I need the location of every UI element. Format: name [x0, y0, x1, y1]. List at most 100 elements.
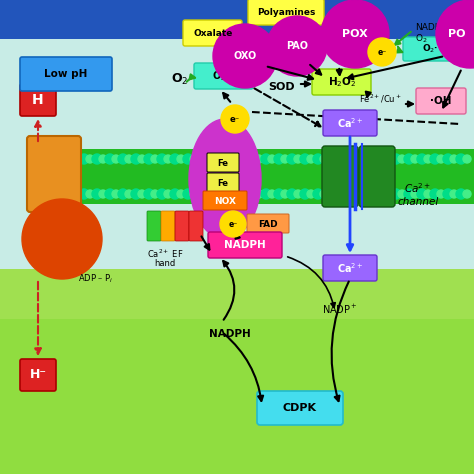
Circle shape — [326, 189, 336, 199]
Circle shape — [170, 189, 180, 199]
Bar — [0, 314, 474, 474]
Circle shape — [86, 190, 94, 198]
Circle shape — [391, 154, 401, 164]
FancyBboxPatch shape — [20, 57, 112, 91]
Text: NADPH: NADPH — [209, 329, 251, 339]
FancyBboxPatch shape — [20, 359, 56, 391]
Circle shape — [437, 155, 445, 163]
Circle shape — [261, 189, 271, 199]
Circle shape — [398, 190, 406, 198]
Circle shape — [79, 154, 89, 164]
Circle shape — [368, 38, 396, 66]
Text: Fe: Fe — [218, 158, 228, 167]
Circle shape — [125, 155, 133, 163]
Circle shape — [177, 155, 185, 163]
FancyBboxPatch shape — [207, 153, 239, 172]
Circle shape — [359, 155, 367, 163]
Text: e⁻: e⁻ — [230, 115, 240, 124]
Text: hand: hand — [155, 259, 176, 268]
Text: O$_2$·⁻: O$_2$·⁻ — [212, 69, 236, 83]
Circle shape — [411, 190, 419, 198]
Circle shape — [287, 189, 297, 199]
Circle shape — [138, 190, 146, 198]
Circle shape — [424, 190, 432, 198]
Circle shape — [164, 155, 172, 163]
FancyBboxPatch shape — [247, 214, 289, 233]
Circle shape — [112, 155, 120, 163]
Circle shape — [40, 154, 50, 164]
Text: NADH: NADH — [415, 22, 441, 31]
Ellipse shape — [189, 119, 261, 239]
FancyBboxPatch shape — [359, 146, 395, 207]
Circle shape — [53, 154, 63, 164]
Circle shape — [339, 154, 349, 164]
Circle shape — [209, 154, 219, 164]
Circle shape — [66, 154, 76, 164]
Text: O$_2$: O$_2$ — [415, 33, 428, 45]
Circle shape — [221, 105, 249, 133]
Circle shape — [320, 155, 328, 163]
Circle shape — [229, 190, 237, 198]
Circle shape — [430, 154, 440, 164]
Circle shape — [281, 155, 289, 163]
Circle shape — [294, 190, 302, 198]
Circle shape — [222, 189, 232, 199]
Circle shape — [443, 154, 453, 164]
Circle shape — [151, 190, 159, 198]
Circle shape — [268, 155, 276, 163]
Circle shape — [34, 190, 42, 198]
Circle shape — [47, 190, 55, 198]
Text: Low pH: Low pH — [44, 69, 88, 79]
Circle shape — [417, 154, 427, 164]
Circle shape — [229, 155, 237, 163]
Circle shape — [391, 189, 401, 199]
Circle shape — [300, 189, 310, 199]
Circle shape — [196, 154, 206, 164]
Circle shape — [216, 190, 224, 198]
Circle shape — [378, 189, 388, 199]
Circle shape — [183, 154, 193, 164]
FancyBboxPatch shape — [175, 211, 189, 241]
Circle shape — [255, 155, 263, 163]
Circle shape — [47, 155, 55, 163]
Circle shape — [92, 154, 102, 164]
Circle shape — [320, 190, 328, 198]
Circle shape — [73, 155, 81, 163]
Circle shape — [27, 189, 37, 199]
Circle shape — [105, 154, 115, 164]
Circle shape — [463, 155, 471, 163]
Circle shape — [307, 190, 315, 198]
FancyBboxPatch shape — [161, 211, 175, 241]
Circle shape — [177, 190, 185, 198]
Text: OXO: OXO — [233, 51, 256, 61]
Circle shape — [372, 190, 380, 198]
Text: Oxalate: Oxalate — [193, 28, 233, 37]
FancyBboxPatch shape — [403, 37, 462, 61]
Circle shape — [203, 190, 211, 198]
Circle shape — [27, 154, 37, 164]
FancyBboxPatch shape — [257, 391, 343, 425]
Text: CDPK: CDPK — [283, 403, 317, 413]
Text: O$_2$·⁻: O$_2$·⁻ — [422, 43, 444, 55]
Circle shape — [404, 154, 414, 164]
Circle shape — [378, 154, 388, 164]
Circle shape — [138, 155, 146, 163]
Circle shape — [79, 189, 89, 199]
Circle shape — [144, 189, 154, 199]
Circle shape — [235, 154, 245, 164]
Circle shape — [34, 155, 42, 163]
FancyBboxPatch shape — [20, 84, 56, 116]
Circle shape — [294, 155, 302, 163]
Text: H: H — [32, 93, 44, 107]
Circle shape — [213, 24, 277, 88]
Text: PO: PO — [448, 29, 466, 39]
Circle shape — [450, 190, 458, 198]
Circle shape — [443, 189, 453, 199]
Circle shape — [242, 190, 250, 198]
FancyBboxPatch shape — [323, 255, 377, 281]
Circle shape — [170, 154, 180, 164]
Circle shape — [385, 155, 393, 163]
Circle shape — [450, 155, 458, 163]
Circle shape — [60, 155, 68, 163]
Text: Fe: Fe — [218, 179, 228, 188]
